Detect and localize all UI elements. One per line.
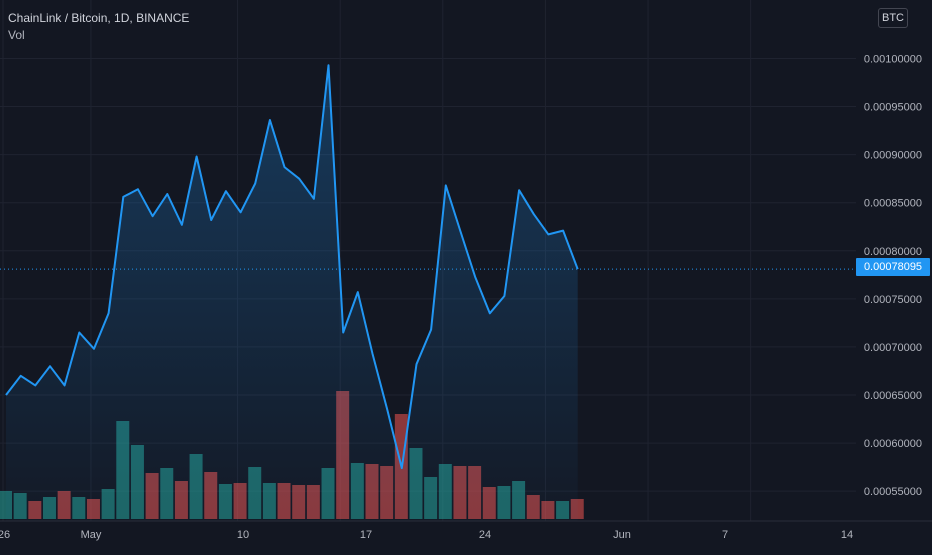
currency-badge[interactable]: BTC bbox=[878, 8, 908, 28]
y-tick-label: 0.00055000 bbox=[864, 486, 922, 498]
last-price-tag: 0.00078095 bbox=[856, 258, 930, 276]
time-axis[interactable]: 26 May 10 17 24 Jun 7 14 bbox=[0, 520, 932, 541]
y-tick-label: 0.00080000 bbox=[864, 246, 922, 258]
y-tick-label: 0.00095000 bbox=[864, 102, 922, 114]
y-tick-label: 0.00100000 bbox=[864, 53, 922, 65]
symbol-title[interactable]: ChainLink / Bitcoin, 1D, BINANCE bbox=[8, 11, 190, 25]
x-tick-label: 14 bbox=[841, 529, 853, 541]
x-tick-label: 26 bbox=[0, 529, 10, 541]
volume-label[interactable]: Vol bbox=[8, 28, 25, 42]
chart-legend: ChainLink / Bitcoin, 1D, BINANCE Vol bbox=[8, 10, 189, 44]
x-tick-label: Jun bbox=[613, 529, 631, 541]
price-series-line bbox=[5, 64, 579, 470]
y-tick-label: 0.00090000 bbox=[864, 150, 922, 162]
y-tick-label: 0.00070000 bbox=[864, 342, 922, 354]
y-tick-label: 0.00085000 bbox=[864, 198, 922, 210]
price-axis[interactable]: 0.00100000 0.00095000 0.00090000 0.00085000… bbox=[864, 53, 922, 498]
y-tick-label: 0.00065000 bbox=[864, 390, 922, 402]
x-tick-label: 17 bbox=[360, 529, 372, 541]
y-tick-label: 0.00075000 bbox=[864, 294, 922, 306]
x-tick-label: May bbox=[81, 529, 102, 541]
x-tick-label: 7 bbox=[722, 529, 728, 541]
y-tick-label: 0.00060000 bbox=[864, 438, 922, 450]
x-tick-label: 10 bbox=[237, 529, 249, 541]
price-area-fill bbox=[6, 65, 578, 521]
x-tick-label: 24 bbox=[479, 529, 491, 541]
